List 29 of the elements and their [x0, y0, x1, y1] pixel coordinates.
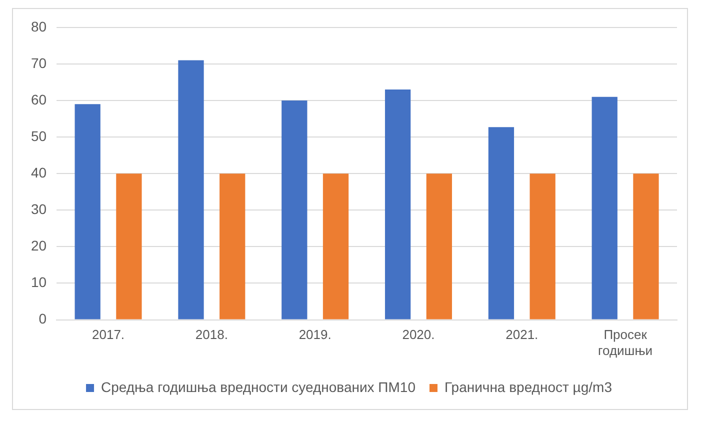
y-tick-label: 50 — [30, 128, 47, 144]
x-tick-label: 2020. — [402, 327, 435, 342]
x-tick-label: 2019. — [298, 327, 332, 342]
y-tick-label: 40 — [30, 164, 47, 180]
x-tick-label: 2018. — [195, 327, 228, 342]
bar — [488, 127, 514, 320]
y-tick-label: 10 — [30, 274, 47, 290]
bar — [74, 104, 100, 320]
bar — [530, 174, 556, 320]
bar — [322, 174, 349, 320]
x-tick-label: 2017. — [92, 327, 125, 342]
bar — [426, 174, 452, 320]
bar — [220, 174, 246, 320]
y-tick-label: 80 — [30, 18, 47, 34]
bar — [384, 90, 411, 320]
x-tick-label: Просек годишњи — [598, 327, 653, 358]
y-tick-label: 20 — [30, 238, 47, 254]
legend-label: Гранична вредност µg/m3 — [444, 378, 612, 395]
legend-label: Средња годишња вредности суеднованих ПМ10 — [101, 378, 416, 395]
y-tick-label: 70 — [30, 54, 47, 71]
y-tick-label: 0 — [38, 310, 47, 327]
y-tick-label: 30 — [30, 201, 47, 218]
x-tick-label: 2021. — [506, 327, 538, 342]
y-tick-label: 60 — [30, 91, 47, 108]
bar — [592, 96, 618, 320]
bar — [282, 100, 308, 320]
bar — [116, 174, 142, 320]
bar — [178, 60, 204, 320]
bar — [633, 174, 659, 320]
